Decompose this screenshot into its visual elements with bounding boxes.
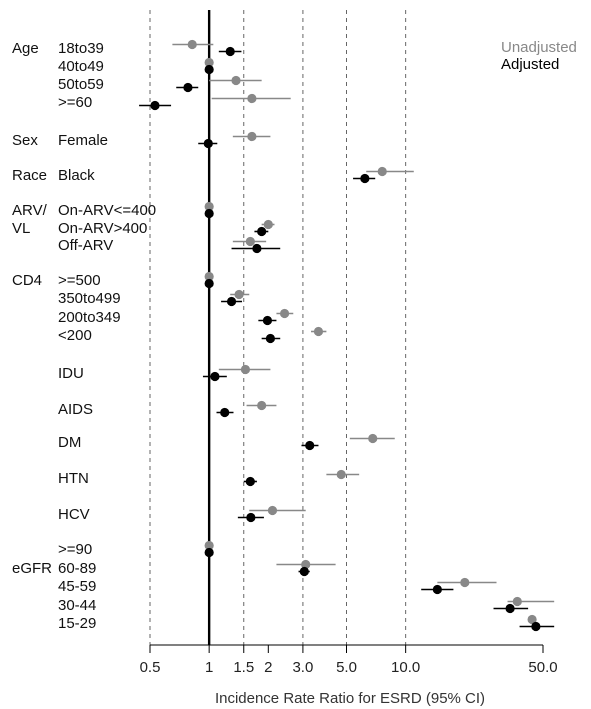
point-adjusted xyxy=(246,512,256,523)
row-label: HCV xyxy=(58,506,90,523)
point-estimates xyxy=(150,39,541,632)
x-tick-label: 50.0 xyxy=(528,659,557,676)
point-adjusted xyxy=(204,64,214,75)
point-unadjusted xyxy=(204,57,214,68)
legend-label-adjusted: Adjusted xyxy=(501,56,559,73)
row-label: 40to49 xyxy=(58,58,104,75)
point-unadjusted xyxy=(204,201,214,212)
row-label: >=500 xyxy=(58,272,101,289)
group-label: Race xyxy=(12,167,47,184)
point-unadjusted xyxy=(204,540,214,551)
group-label: CD4 xyxy=(12,272,42,289)
row-label: 30-44 xyxy=(58,597,96,614)
point-adjusted xyxy=(265,333,276,344)
point-unadjusted xyxy=(279,308,290,319)
row-label: >=90 xyxy=(58,541,92,558)
point-adjusted xyxy=(299,566,309,577)
point-adjusted xyxy=(531,621,541,632)
point-adjusted xyxy=(220,407,230,418)
point-adjusted xyxy=(210,371,220,382)
legend-label-unadjusted: Unadjusted xyxy=(501,39,577,56)
point-unadjusted xyxy=(245,236,255,247)
group-label: VL xyxy=(12,220,30,237)
point-unadjusted xyxy=(247,93,257,104)
point-adjusted xyxy=(257,226,267,237)
point-adjusted xyxy=(262,315,273,326)
point-adjusted xyxy=(204,547,214,558)
row-label: 60-89 xyxy=(58,560,96,577)
group-label: Sex xyxy=(12,132,38,149)
row-label: Black xyxy=(58,167,95,184)
point-unadjusted xyxy=(527,614,537,625)
x-axis-title: Incidence Rate Ratio for ESRD (95% CI) xyxy=(215,690,485,707)
row-label: Off-ARV xyxy=(58,237,113,254)
point-adjusted xyxy=(150,100,160,111)
point-unadjusted xyxy=(257,400,267,411)
point-unadjusted xyxy=(512,596,522,607)
row-label: DM xyxy=(58,434,81,451)
point-unadjusted xyxy=(187,39,197,50)
row-label: 15-29 xyxy=(58,615,96,632)
point-adjusted xyxy=(245,476,255,487)
row-label: Female xyxy=(58,132,108,149)
x-tick-label: 1.5 xyxy=(233,659,254,676)
group-label: Age xyxy=(12,40,39,57)
group-label: ARV/ xyxy=(12,202,48,219)
row-label: <200 xyxy=(58,327,92,344)
point-adjusted xyxy=(360,173,370,184)
row-label: On-ARV>400 xyxy=(58,220,147,237)
row-label: HTN xyxy=(58,470,89,487)
point-adjusted xyxy=(204,208,214,219)
point-unadjusted xyxy=(377,166,387,177)
point-unadjusted xyxy=(313,326,324,337)
point-adjusted xyxy=(305,440,315,451)
point-unadjusted xyxy=(263,219,273,230)
x-tick-label: 2 xyxy=(264,659,272,676)
group-label: eGFR xyxy=(12,560,52,577)
row-label: 18to39 xyxy=(58,40,104,57)
point-adjusted xyxy=(183,82,193,93)
point-adjusted xyxy=(203,138,213,149)
x-tick-label: 3.0 xyxy=(292,659,313,676)
row-label: 350to499 xyxy=(58,290,121,307)
point-unadjusted xyxy=(204,271,214,282)
point-unadjusted xyxy=(460,577,470,588)
point-unadjusted xyxy=(231,75,241,86)
point-unadjusted xyxy=(301,559,311,570)
x-tick-label: 1 xyxy=(205,659,213,676)
row-label: 50to59 xyxy=(58,76,104,93)
legend: Unadjusted Adjusted xyxy=(501,39,577,73)
gridlines xyxy=(149,10,407,645)
row-label: 45-59 xyxy=(58,578,96,595)
point-adjusted xyxy=(432,584,442,595)
point-unadjusted xyxy=(247,131,257,142)
point-adjusted xyxy=(252,243,262,254)
row-label: 200to349 xyxy=(58,309,121,326)
x-tick-label: 10.0 xyxy=(391,659,420,676)
x-tick-label: 0.5 xyxy=(140,659,161,676)
row-label: AIDS xyxy=(58,401,93,418)
point-unadjusted xyxy=(336,469,346,480)
point-unadjusted xyxy=(267,505,278,516)
point-unadjusted xyxy=(368,433,378,444)
point-unadjusted xyxy=(240,364,251,375)
point-adjusted xyxy=(204,278,214,289)
point-adjusted xyxy=(505,603,515,614)
point-unadjusted xyxy=(234,289,244,300)
row-label: On-ARV<=400 xyxy=(58,202,156,219)
row-label: IDU xyxy=(58,365,84,382)
point-adjusted xyxy=(226,296,237,307)
x-axis: 0.5 1 1.5 2 3.0 5.0 10.0 50.0 xyxy=(140,644,558,676)
point-adjusted xyxy=(225,46,235,57)
x-tick-label: 5.0 xyxy=(336,659,357,676)
row-label: >=60 xyxy=(58,94,92,111)
